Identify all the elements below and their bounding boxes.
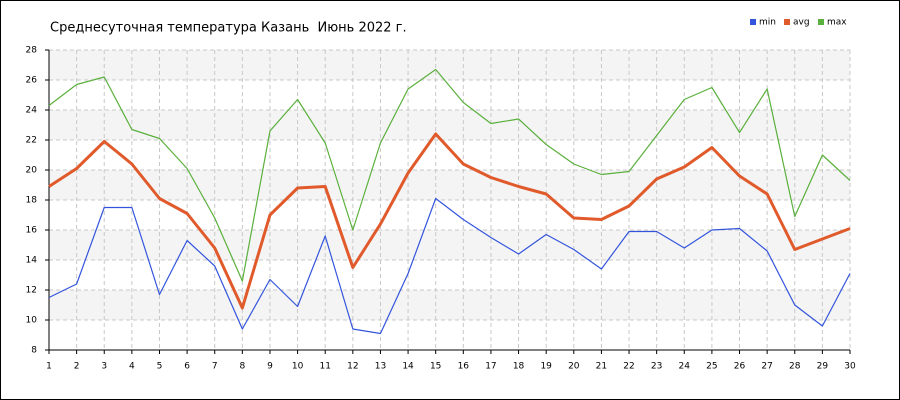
x-tick-label: 26 <box>734 362 746 372</box>
y-tick-label: 24 <box>26 106 38 116</box>
x-tick-label: 24 <box>679 362 691 372</box>
x-tick-label: 29 <box>817 362 829 372</box>
legend-label: avg <box>793 18 810 28</box>
legend-swatch <box>818 19 824 25</box>
x-tick-label: 20 <box>568 362 580 372</box>
series-line <box>48 132 851 310</box>
x-tick-label: 27 <box>761 362 772 372</box>
series-line <box>48 68 851 282</box>
band <box>49 170 850 200</box>
x-tick-label: 10 <box>292 362 304 372</box>
band <box>49 290 850 320</box>
band <box>49 110 850 140</box>
y-tick-label: 28 <box>26 46 38 56</box>
x-tick-label: 3 <box>101 362 107 372</box>
y-tick-label: 12 <box>26 286 37 296</box>
legend-label: min <box>759 18 776 28</box>
x-tick-label: 6 <box>184 362 190 372</box>
x-tick-label: 2 <box>74 362 80 372</box>
x-tick-label: 22 <box>623 362 634 372</box>
x-tick-label: 28 <box>789 362 801 372</box>
x-tick-label: 5 <box>157 362 163 372</box>
x-tick-label: 25 <box>706 362 717 372</box>
y-tick-label: 18 <box>26 196 38 206</box>
x-tick-label: 11 <box>319 362 330 372</box>
legend-swatch <box>750 19 756 25</box>
x-tick-label: 1 <box>46 362 52 372</box>
x-tick-label: 18 <box>513 362 525 372</box>
y-tick-label: 14 <box>26 256 38 266</box>
x-tick-label: 9 <box>267 362 273 372</box>
series-line <box>48 197 851 335</box>
x-tick-label: 15 <box>430 362 441 372</box>
x-tick-label: 7 <box>212 362 218 372</box>
y-tick-label: 26 <box>26 76 38 86</box>
y-tick-label: 8 <box>31 346 37 356</box>
legend-label: max <box>827 18 847 28</box>
y-tick-label: 10 <box>26 316 38 326</box>
x-tick-label: 16 <box>458 362 470 372</box>
x-tick-label: 21 <box>596 362 607 372</box>
x-tick-label: 23 <box>651 362 662 372</box>
x-tick-label: 12 <box>347 362 358 372</box>
band <box>49 230 850 260</box>
legend-swatch <box>784 19 790 25</box>
x-tick-label: 13 <box>375 362 386 372</box>
x-tick-label: 4 <box>129 362 135 372</box>
y-tick-label: 16 <box>26 226 38 236</box>
x-tick-label: 17 <box>485 362 496 372</box>
x-tick-label: 8 <box>239 362 245 372</box>
x-tick-label: 19 <box>540 362 552 372</box>
x-tick-label: 14 <box>402 362 414 372</box>
x-tick-label: 30 <box>844 362 856 372</box>
chart-title: Среднесуточная температура Казань Июнь 2… <box>50 21 407 36</box>
band <box>49 50 850 80</box>
y-tick-label: 20 <box>26 166 38 176</box>
y-tick-label: 22 <box>26 136 37 146</box>
